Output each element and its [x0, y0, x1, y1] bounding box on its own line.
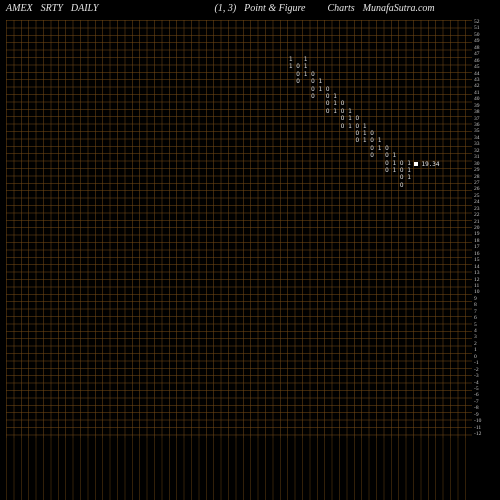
pf-o-cell: O: [383, 146, 390, 152]
pf-o-cell: O: [383, 153, 390, 159]
price-marker-label: 19.34: [421, 161, 439, 168]
y-tick-label: -12: [474, 432, 498, 438]
pf-o-cell: O: [309, 72, 316, 78]
pf-x-cell: 1: [346, 109, 353, 115]
pf-x-cell: 1: [406, 168, 413, 174]
chart-grid: 11OOO111OOOO11OOOO111OOOO111OOOO111OOOO1…: [6, 20, 472, 438]
y-tick-label: 38: [474, 110, 498, 116]
y-tick-label: 5: [474, 323, 498, 329]
site-label: MunafaSutra.com: [363, 3, 435, 14]
y-tick-label: -10: [474, 419, 498, 425]
pf-o-cell: O: [354, 116, 361, 122]
y-tick-label: 45: [474, 65, 498, 71]
pf-x-cell: 1: [361, 131, 368, 137]
pf-x-cell: 1: [391, 168, 398, 174]
pf-x-cell: 1: [346, 116, 353, 122]
pf-o-cell: O: [324, 94, 331, 100]
pf-data-layer: 11OOO111OOOO11OOOO111OOOO111OOOO111OOOO1…: [6, 20, 472, 438]
params-label: (1, 3): [214, 3, 236, 14]
exchange-label: AMEX: [6, 3, 33, 14]
symbol-label: SRTY: [41, 3, 63, 14]
pf-x-cell: 1: [376, 146, 383, 152]
pf-o-cell: O: [295, 79, 302, 85]
pf-o-cell: O: [369, 131, 376, 137]
y-tick-label: 47: [474, 52, 498, 58]
chart-type-label: Point & Figure: [244, 3, 305, 14]
pf-x-cell: 1: [302, 64, 309, 70]
y-tick-label: 29: [474, 168, 498, 174]
pf-o-cell: O: [398, 183, 405, 189]
y-tick-label: 6: [474, 316, 498, 322]
y-tick-label: 15: [474, 258, 498, 264]
pf-o-cell: O: [309, 87, 316, 93]
pf-o-cell: O: [295, 64, 302, 70]
pf-o-cell: O: [339, 116, 346, 122]
pf-o-cell: O: [369, 153, 376, 159]
subtitle-label: Charts: [327, 3, 354, 14]
pf-x-cell: 1: [317, 79, 324, 85]
pf-o-cell: O: [339, 124, 346, 130]
chart-header: AMEX SRTY DAILY (1, 3) Point & Figure Ch…: [0, 3, 500, 14]
pf-o-cell: O: [339, 109, 346, 115]
pf-o-cell: O: [295, 72, 302, 78]
pf-o-cell: O: [354, 131, 361, 137]
y-tick-label: 33: [474, 142, 498, 148]
pf-o-cell: O: [309, 94, 316, 100]
y-tick-label: 9: [474, 297, 498, 303]
chart-bottom-strip: [6, 438, 472, 500]
pf-o-cell: O: [398, 161, 405, 167]
pf-x-cell: 1: [317, 87, 324, 93]
pf-x-cell: 1: [332, 101, 339, 107]
price-marker: [414, 162, 418, 166]
y-tick-label: 1: [474, 348, 498, 354]
pf-o-cell: O: [324, 101, 331, 107]
period-label: DAILY: [71, 3, 99, 14]
y-tick-label: 40: [474, 97, 498, 103]
pf-o-cell: O: [398, 175, 405, 181]
pf-x-cell: 1: [332, 94, 339, 100]
y-tick-label: 31: [474, 155, 498, 161]
pf-x-cell: 1: [361, 124, 368, 130]
y-tick-label: 7: [474, 310, 498, 316]
pf-o-cell: O: [354, 138, 361, 144]
pf-o-cell: O: [354, 124, 361, 130]
pf-x-cell: 1: [302, 72, 309, 78]
y-axis: 5251504948474645444342414039383736353433…: [474, 20, 498, 438]
pf-o-cell: O: [339, 101, 346, 107]
y-tick-label: 3: [474, 335, 498, 341]
pf-x-cell: 1: [302, 57, 309, 63]
pf-o-cell: O: [398, 168, 405, 174]
pf-o-cell: O: [309, 79, 316, 85]
y-tick-label: 4: [474, 329, 498, 335]
y-tick-label: 2: [474, 342, 498, 348]
pf-x-cell: 1: [391, 161, 398, 167]
pf-o-cell: O: [369, 138, 376, 144]
pf-x-cell: 1: [332, 109, 339, 115]
pf-x-cell: 1: [376, 138, 383, 144]
pf-x-cell: 1: [406, 161, 413, 167]
y-tick-label: -1: [474, 361, 498, 367]
pf-o-cell: O: [369, 146, 376, 152]
y-tick-label: 8: [474, 303, 498, 309]
y-tick-label: -3: [474, 374, 498, 380]
pf-o-cell: O: [324, 87, 331, 93]
pf-x-cell: 1: [391, 153, 398, 159]
pf-o-cell: O: [383, 161, 390, 167]
y-tick-label: 17: [474, 245, 498, 251]
y-tick-label: 22: [474, 213, 498, 219]
pf-x-cell: 1: [287, 64, 294, 70]
pf-x-cell: 1: [361, 138, 368, 144]
y-tick-label: 49: [474, 39, 498, 45]
pf-o-cell: O: [383, 168, 390, 174]
y-tick-label: -8: [474, 406, 498, 412]
pf-x-cell: 1: [287, 57, 294, 63]
pf-x-cell: 1: [346, 124, 353, 130]
y-tick-label: 24: [474, 200, 498, 206]
pf-o-cell: O: [324, 109, 331, 115]
pf-x-cell: 1: [406, 175, 413, 181]
y-tick-label: 10: [474, 290, 498, 296]
y-tick-label: 13: [474, 271, 498, 277]
